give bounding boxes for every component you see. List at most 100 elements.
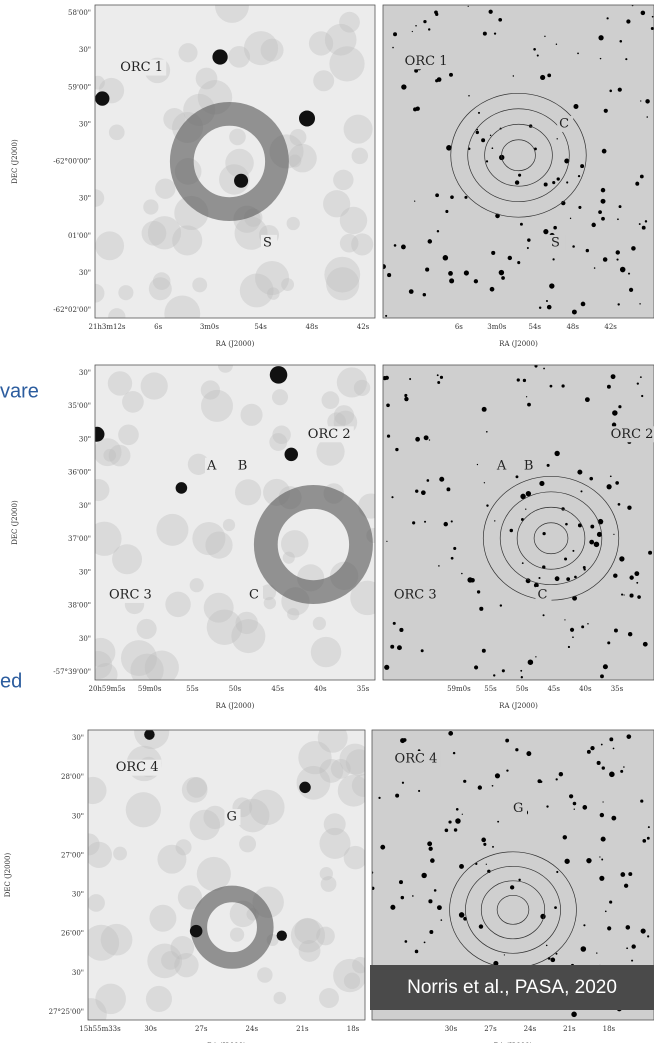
star xyxy=(479,607,483,611)
x-tick-label: 35s xyxy=(357,685,370,693)
noise xyxy=(324,813,346,835)
x-tick-label: 30s xyxy=(144,1025,157,1033)
star xyxy=(391,496,393,498)
star xyxy=(564,859,569,864)
star xyxy=(502,669,505,672)
noise xyxy=(192,277,207,292)
x-tick-label: 21h3m12s xyxy=(88,323,125,331)
noise xyxy=(147,944,182,979)
source xyxy=(212,49,227,64)
y-tick-label: 59'00" xyxy=(68,83,91,91)
noise xyxy=(196,68,218,90)
panel: ABORC 2CORC 330"35'00"30"36'00"30"37'00"… xyxy=(11,358,385,710)
star xyxy=(451,520,453,522)
star xyxy=(435,79,438,82)
star xyxy=(556,44,557,45)
star xyxy=(646,116,648,118)
star xyxy=(468,95,470,97)
star xyxy=(468,6,469,7)
noise xyxy=(269,433,287,451)
panel-label: S xyxy=(551,235,560,250)
x-tick-label: 6s xyxy=(154,323,162,331)
star xyxy=(544,36,545,37)
noise xyxy=(91,76,105,90)
star xyxy=(491,251,495,255)
source xyxy=(89,427,104,442)
star xyxy=(434,10,438,14)
noise xyxy=(352,957,368,973)
noise xyxy=(204,593,234,623)
star xyxy=(515,180,519,184)
star xyxy=(435,193,439,197)
y-tick-label: 35'00" xyxy=(68,402,91,410)
star xyxy=(428,899,432,903)
noise xyxy=(344,115,373,144)
star xyxy=(399,628,403,632)
star xyxy=(415,25,417,27)
noise xyxy=(313,617,326,630)
star xyxy=(516,475,519,478)
star xyxy=(445,210,448,213)
star xyxy=(384,665,389,670)
star xyxy=(455,818,460,823)
star xyxy=(601,859,603,861)
noise xyxy=(118,285,133,300)
star xyxy=(394,244,397,247)
star xyxy=(540,914,545,919)
star xyxy=(430,858,435,863)
noise xyxy=(337,367,367,397)
panel-label: B xyxy=(524,458,534,473)
star xyxy=(561,384,564,387)
star xyxy=(522,562,524,564)
x-tick-label: 54s xyxy=(529,323,542,331)
star xyxy=(618,503,621,506)
star xyxy=(563,835,567,839)
star xyxy=(609,901,612,904)
star xyxy=(651,27,654,30)
x-tick-label: 45s xyxy=(271,685,284,693)
noise xyxy=(249,790,284,825)
star xyxy=(510,885,514,889)
noise xyxy=(352,774,375,797)
x-tick-label: 3m0s xyxy=(487,323,507,331)
x-tick-label: 55s xyxy=(484,685,497,693)
star xyxy=(392,47,394,49)
star xyxy=(415,489,418,492)
star xyxy=(462,814,463,815)
star xyxy=(556,871,558,873)
star xyxy=(602,149,607,154)
x-tick-label: 21s xyxy=(296,1025,309,1033)
noise xyxy=(333,170,353,190)
star xyxy=(637,595,641,599)
star xyxy=(574,809,575,810)
noise xyxy=(322,391,340,409)
star xyxy=(448,731,453,736)
noise xyxy=(229,129,246,146)
star xyxy=(424,435,429,440)
noise xyxy=(273,992,286,1005)
star xyxy=(474,279,478,283)
star xyxy=(418,790,420,792)
star xyxy=(421,873,426,878)
star xyxy=(492,846,494,848)
star xyxy=(378,797,380,799)
star xyxy=(607,641,610,644)
star xyxy=(572,310,577,315)
star xyxy=(583,924,585,926)
noise xyxy=(352,148,368,164)
star xyxy=(515,748,518,751)
x-tick-label: 35s xyxy=(611,685,624,693)
star xyxy=(479,924,483,928)
star xyxy=(441,919,443,921)
star xyxy=(645,99,649,103)
panel: ORC 1CS6s3m0s54s48s42sRA (J2000) xyxy=(381,5,654,348)
star xyxy=(453,547,456,550)
panel-image xyxy=(381,5,654,318)
star xyxy=(508,256,512,260)
star xyxy=(409,378,411,380)
star xyxy=(405,940,408,943)
panel-label: G xyxy=(513,801,523,816)
star xyxy=(607,385,611,389)
star xyxy=(490,287,495,292)
star xyxy=(543,368,545,370)
